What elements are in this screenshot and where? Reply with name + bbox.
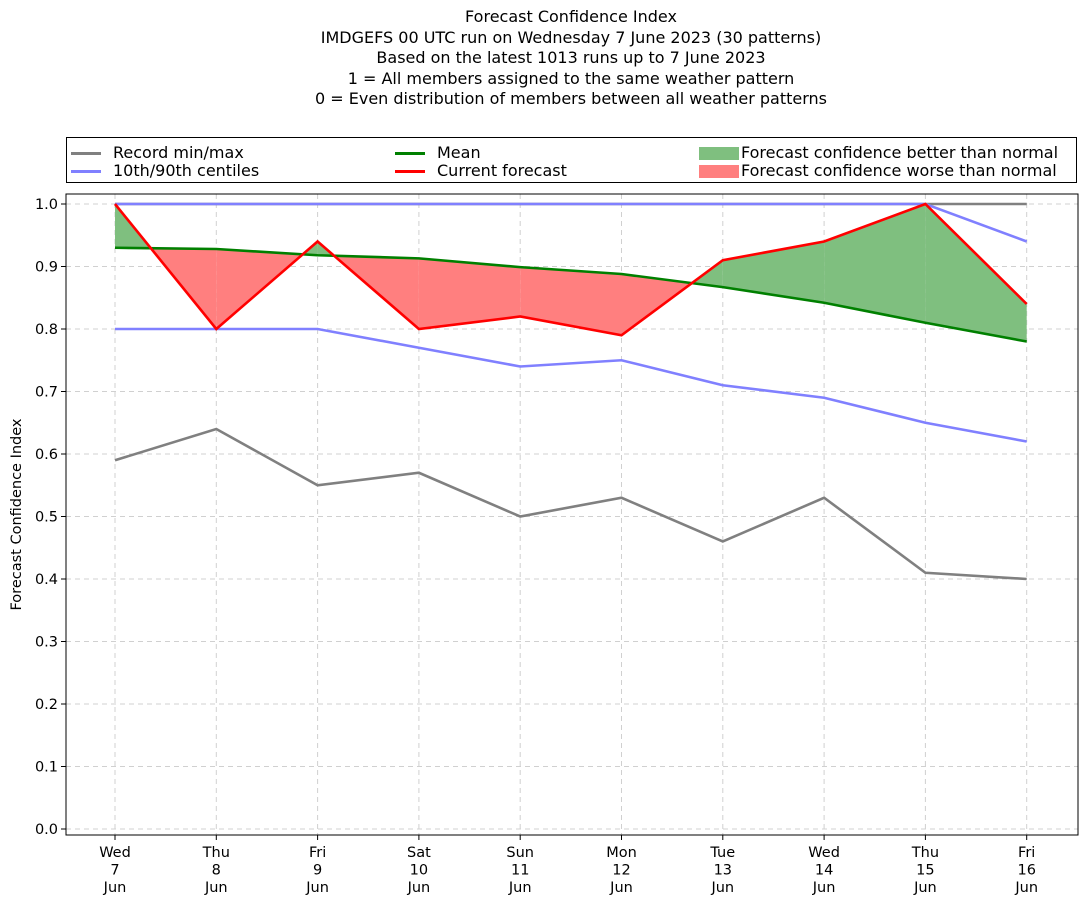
- x-tick-label: Jun: [812, 880, 836, 896]
- x-tick-label: 13: [714, 863, 732, 879]
- y-tick-label: 0.2: [35, 697, 58, 713]
- x-tick-label: 11: [511, 863, 529, 879]
- legend-swatch-mean: [395, 152, 425, 155]
- title-line-3: Based on the latest 1013 runs up to 7 Ju…: [376, 48, 766, 67]
- fill-better-than-normal: [925, 204, 1027, 342]
- x-tick-label: Jun: [1014, 880, 1038, 896]
- x-tick-label: Fri: [1018, 845, 1035, 861]
- x-tick-label: Jun: [508, 880, 532, 896]
- x-tick-label: Thu: [911, 845, 939, 861]
- legend-swatch-better: [699, 147, 739, 160]
- fill-worse-than-normal: [418, 258, 521, 329]
- x-tick-label: 14: [815, 863, 833, 879]
- y-tick-label: 0.8: [35, 322, 58, 338]
- title-line-5: 0 = Even distribution of members between…: [314, 89, 828, 108]
- x-tick-label: 8: [212, 863, 221, 879]
- legend-label-centiles: 10th/90th centiles: [113, 161, 260, 180]
- fill-worse-than-normal: [621, 274, 692, 336]
- y-tick-label: 0.9: [35, 260, 58, 276]
- fill-better-than-normal: [824, 204, 926, 323]
- series-line-record-min: [114, 427, 1027, 581]
- legend-label-record: Record min/max: [113, 143, 244, 162]
- x-tick-label: Tue: [709, 845, 735, 861]
- series-line-10th-centile: [115, 327, 1027, 443]
- plot-frame: [65, 193, 1079, 836]
- series-line-mean: [114, 246, 1027, 343]
- legend-label-mean: Mean: [437, 143, 481, 162]
- series-line-current-forecast: [113, 202, 1028, 337]
- title-line-2: IMDGEFS 00 UTC run on Wednesday 7 June 2…: [320, 27, 822, 47]
- x-tick-label: 16: [1017, 863, 1035, 879]
- x-tick-label: 12: [612, 863, 630, 879]
- chart-title: Forecast Confidence Index IMDGEFS 00 UTC…: [0, 7, 1092, 110]
- x-tick-label: Wed: [99, 845, 131, 861]
- y-tick-label: 0.7: [35, 385, 58, 401]
- legend-swatch-record: [71, 152, 101, 155]
- x-tick-label: Sun: [506, 845, 534, 861]
- x-tick-label: Mon: [606, 845, 637, 861]
- x-tick-label: 7: [110, 863, 119, 879]
- x-tick-label: 9: [313, 863, 322, 879]
- title-line-1: Forecast Confidence Index: [465, 7, 677, 26]
- x-tick-label: Jun: [407, 880, 431, 896]
- legend-swatch-current: [395, 170, 425, 173]
- legend-swatch-centiles: [71, 170, 101, 173]
- y-axis-label: Forecast Confidence Index: [9, 418, 25, 610]
- series-line-90th-centile: [115, 202, 1028, 243]
- legend-label-better: Forecast confidence better than normal: [741, 143, 1059, 162]
- y-tick-label: 0.0: [35, 822, 58, 838]
- x-tick-label: Sat: [407, 845, 431, 861]
- y-tick-label: 0.1: [35, 760, 58, 776]
- legend: Record min/max 10th/90th centiles Mean C…: [66, 137, 1077, 183]
- y-tick-label: 0.4: [35, 572, 58, 588]
- x-tick-label: 10: [410, 863, 428, 879]
- x-tick-label: 15: [916, 863, 934, 879]
- y-tick-label: 0.5: [35, 510, 58, 526]
- x-tick-label: Jun: [204, 880, 228, 896]
- x-tick-label: Jun: [103, 880, 127, 896]
- y-tick-label: 0.6: [35, 447, 58, 463]
- y-tick-label: 1.0: [35, 197, 58, 213]
- x-tick-label: Thu: [202, 845, 230, 861]
- x-tick-label: Jun: [913, 880, 937, 896]
- legend-swatch-worse: [699, 165, 739, 178]
- legend-label-worse: Forecast confidence worse than normal: [741, 161, 1057, 180]
- legend-label-current: Current forecast: [437, 161, 567, 180]
- title-line-4: 1 = All members assigned to the same wea…: [347, 68, 795, 88]
- x-tick-label: Jun: [305, 880, 329, 896]
- y-tick-label: 0.3: [35, 635, 58, 651]
- x-tick-label: Fri: [309, 845, 326, 861]
- fill-worse-than-normal: [520, 267, 622, 336]
- x-tick-label: Jun: [609, 880, 633, 896]
- x-tick-label: Jun: [710, 880, 734, 896]
- x-tick-label: Wed: [808, 845, 840, 861]
